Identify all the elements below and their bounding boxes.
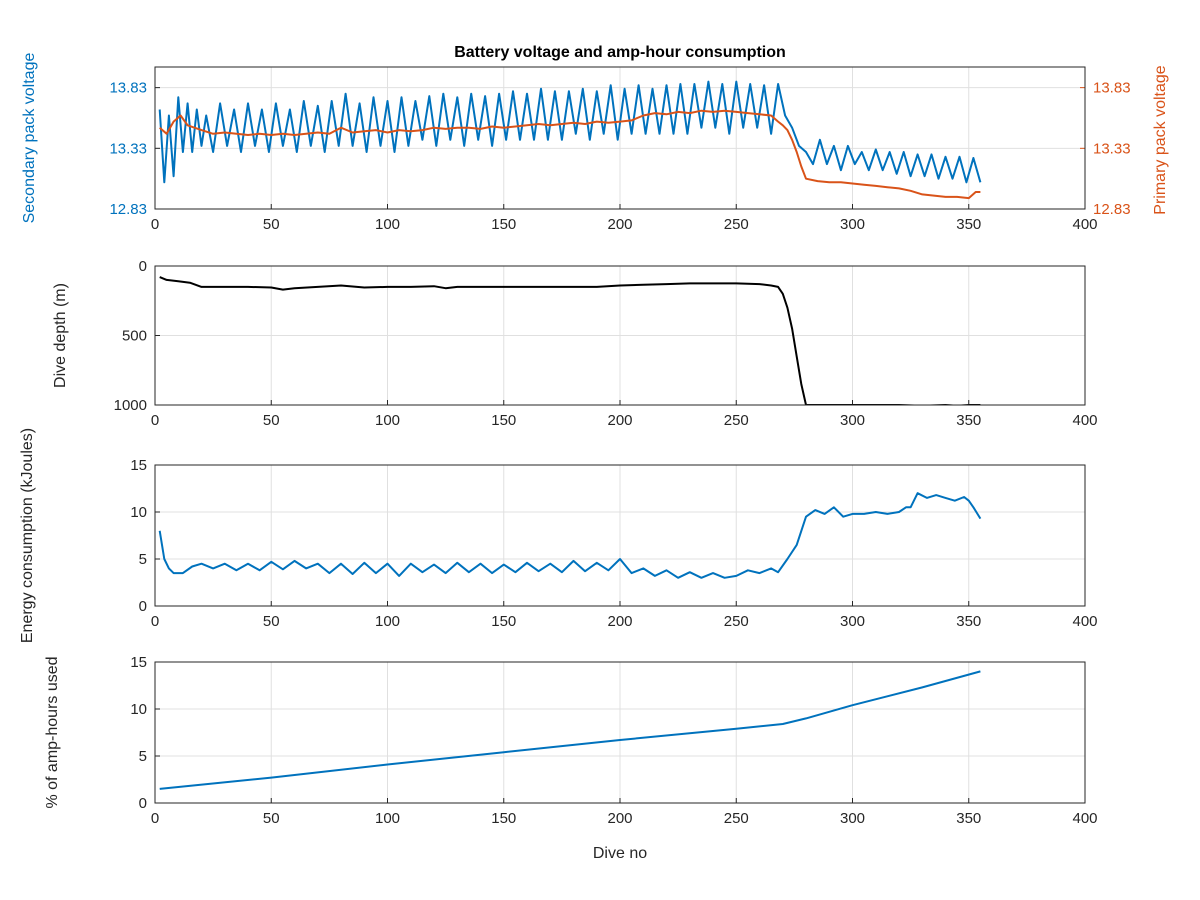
axes-box	[154, 66, 1086, 210]
x-tick-label: 150	[491, 810, 516, 827]
x-tick-label: 100	[375, 412, 400, 429]
subplot-4: 0 50 100 150 200 250 300 350 400 0 5 10 15 % of amp-h…	[44, 654, 1098, 862]
y-tick-label: 13.83	[109, 80, 147, 97]
x-tick-label: 200	[607, 613, 632, 630]
x-tick-label: 100	[375, 613, 400, 630]
x-tick-label: 350	[956, 412, 981, 429]
chart-title: Battery voltage and amp-hour consumption	[454, 44, 786, 61]
y-tick-label: 15	[130, 654, 147, 671]
y-axis-label: % of amp-hours used	[44, 656, 61, 808]
x-tick-label: 200	[607, 412, 632, 429]
x-tick-label: 350	[956, 613, 981, 630]
y-tick-label: 10	[130, 504, 147, 521]
y-axis-label: Dive depth (m)	[52, 283, 69, 388]
y-tick-label: 1000	[114, 397, 147, 414]
y-tick-label: 12.83	[109, 201, 147, 218]
subplot-2: 0 50 100 150 200 250 300 350 400 0 500 1000 Dive dep…	[52, 258, 1098, 429]
x-tick-label: 50	[263, 613, 280, 630]
x-tick-label: 400	[1072, 613, 1097, 630]
x-tick-label: 300	[840, 613, 865, 630]
axes-box	[154, 464, 1086, 607]
x-tick-label: 50	[263, 810, 280, 827]
y-tick-label: 10	[130, 701, 147, 718]
series-line-1-1	[158, 80, 982, 184]
y-tick-label: 0	[139, 598, 147, 615]
x-tick-label: 0	[151, 216, 159, 233]
y-tick-label: 0	[139, 258, 147, 275]
y-axis-label-right: Primary pack voltage	[1152, 65, 1169, 214]
x-tick-label: 400	[1072, 216, 1097, 233]
x-tick-label: 200	[607, 216, 632, 233]
x-tick-label: 50	[263, 216, 280, 233]
x-tick-label: 150	[491, 613, 516, 630]
subplot-3: 0 50 100 150 200 250 300 350 400 0 5 10 15 Energy con…	[19, 428, 1098, 643]
y-right-tick-label: 13.83	[1093, 80, 1131, 97]
series-line-4-1	[159, 670, 981, 790]
x-tick-label: 0	[151, 412, 159, 429]
axes-box	[154, 661, 1086, 804]
x-tick-label: 250	[724, 810, 749, 827]
subplot-1: 0 50 100 150 200 250 300 350 40012.8313.3313.831…	[21, 53, 1169, 233]
x-tick-label: 250	[724, 216, 749, 233]
x-tick-label: 250	[724, 412, 749, 429]
x-tick-label: 300	[840, 810, 865, 827]
x-tick-label: 300	[840, 216, 865, 233]
x-tick-label: 200	[607, 810, 632, 827]
axes-box	[154, 265, 1086, 406]
x-axis-label: Dive no	[593, 845, 647, 862]
x-tick-label: 150	[491, 216, 516, 233]
series-line-1-2	[159, 109, 981, 200]
x-tick-label: 350	[956, 810, 981, 827]
subplot-stack: 0 50 100 150 200 250 300 350 40012.8313.3313.831…	[19, 53, 1169, 862]
x-tick-label: 0	[151, 810, 159, 827]
y-tick-label: 0	[139, 795, 147, 812]
series-line-2-1	[159, 276, 981, 405]
x-tick-label: 100	[375, 216, 400, 233]
y-tick-label: 13.33	[109, 140, 147, 157]
x-tick-label: 350	[956, 216, 981, 233]
x-tick-label: 300	[840, 412, 865, 429]
y-tick-label: 15	[130, 457, 147, 474]
x-tick-label: 50	[263, 412, 280, 429]
x-tick-label: 100	[375, 810, 400, 827]
y-axis-label: Energy consumption (kJoules)	[19, 428, 36, 643]
x-tick-label: 400	[1072, 412, 1097, 429]
x-tick-label: 250	[724, 613, 749, 630]
y-tick-label: 5	[139, 748, 147, 765]
y-tick-label: 500	[122, 328, 147, 345]
y-axis-label: Secondary pack voltage	[21, 53, 38, 224]
y-tick-label: 5	[139, 551, 147, 568]
x-tick-label: 0	[151, 613, 159, 630]
x-tick-label: 150	[491, 412, 516, 429]
y-right-tick-label: 13.33	[1093, 140, 1131, 157]
y-right-tick-label: 12.83	[1093, 201, 1131, 218]
x-tick-label: 400	[1072, 810, 1097, 827]
series-line-3-1	[158, 492, 982, 579]
